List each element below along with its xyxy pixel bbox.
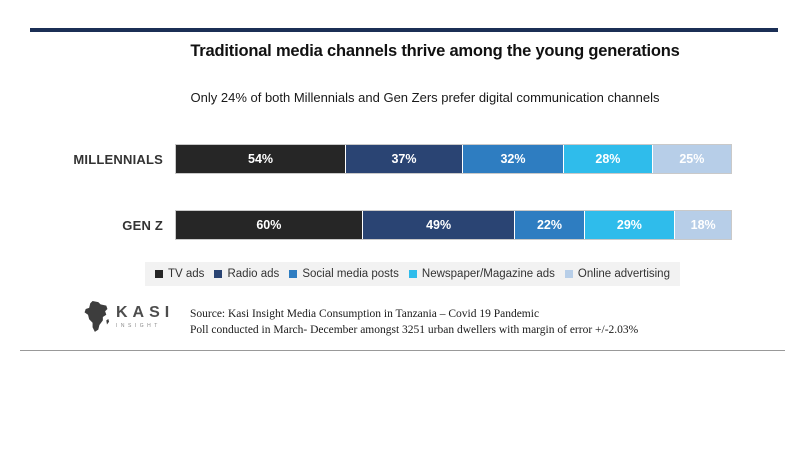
- legend-swatch-icon: [408, 270, 417, 278]
- legend-swatch-icon: [289, 270, 298, 278]
- logo-sub-text: INSIGHT: [116, 323, 161, 329]
- legend-swatch-icon: [214, 270, 223, 278]
- category-label: GEN Z: [122, 217, 163, 233]
- bar-segment-online-advertising: 25%: [652, 145, 731, 173]
- legend-label: TV ads: [168, 268, 205, 280]
- chart-subtitle: Only 24% of both Millennials and Gen Zer…: [190, 90, 660, 105]
- chart-legend: TV ads Radio ads Social media posts Newspap…: [145, 262, 680, 286]
- legend-item-newspaper-magazine-ads: Newspaper/Magazine ads: [408, 268, 555, 280]
- bar-segment-radio-ads: 37%: [346, 145, 462, 173]
- legend-label: Radio ads: [227, 268, 280, 280]
- legend-item-social-media-posts: Social media posts: [289, 268, 399, 280]
- data-label: 60%: [256, 218, 282, 232]
- stacked-bar: 60% 49% 22% 29% 18%: [175, 210, 732, 240]
- bar-segment-social-media-posts: 22%: [515, 211, 584, 239]
- category-label: MILLENNIALS: [73, 151, 163, 167]
- data-label: 22%: [536, 218, 562, 232]
- bar-segment-newspaper-magazine-ads: 29%: [584, 211, 675, 239]
- logo-brand-text: KASI: [116, 304, 175, 321]
- legend-item-radio-ads: Radio ads: [214, 268, 279, 280]
- data-label: 18%: [690, 218, 716, 232]
- legend-label: Newspaper/Magazine ads: [421, 268, 555, 280]
- legend-swatch-icon: [155, 270, 163, 278]
- source-line-2: Poll conducted in March- December amongs…: [190, 324, 639, 336]
- legend-swatch-icon: [564, 270, 573, 278]
- bar-segment-online-advertising: 18%: [675, 211, 731, 239]
- bar-segment-newspaper-magazine-ads: 28%: [564, 145, 652, 173]
- legend-item-tv-ads: TV ads: [155, 268, 204, 280]
- chart-row-millennials: MILLENNIALS 54% 37% 32% 28% 25%: [0, 144, 732, 174]
- legend-label: Online advertising: [577, 268, 670, 280]
- bottom-divider: [20, 350, 785, 351]
- data-label: 25%: [679, 152, 705, 166]
- source-line-1: Source: Kasi Insight Media Consumption i…: [190, 308, 540, 320]
- data-label: 28%: [595, 152, 621, 166]
- stacked-bar-chart: MILLENNIALS 54% 37% 32% 28% 25% GEN Z 60% 49% 22%…: [0, 144, 732, 240]
- africa-map-icon: [84, 301, 110, 332]
- top-divider: [30, 28, 778, 32]
- stacked-bar: 54% 37% 32% 28% 25%: [175, 144, 732, 174]
- bar-segment-tv-ads: 54%: [176, 145, 346, 173]
- data-label: 54%: [248, 152, 274, 166]
- bar-segment-social-media-posts: 32%: [462, 145, 564, 173]
- legend-item-online-advertising: Online advertising: [564, 268, 670, 280]
- chart-row-gen-z: GEN Z 60% 49% 22% 29% 18%: [0, 210, 732, 240]
- legend-label: Social media posts: [302, 268, 399, 280]
- kasi-logo: KASI INSIGHT: [82, 301, 174, 333]
- data-label: 29%: [616, 218, 642, 232]
- source-note: Source: Kasi Insight Media Consumption i…: [190, 306, 638, 338]
- data-label: 37%: [391, 152, 417, 166]
- data-label: 32%: [500, 152, 526, 166]
- bar-segment-radio-ads: 49%: [362, 211, 515, 239]
- data-label: 49%: [426, 218, 452, 232]
- chart-title: Traditional media channels thrive among …: [190, 42, 680, 60]
- bar-segment-tv-ads: 60%: [176, 211, 362, 239]
